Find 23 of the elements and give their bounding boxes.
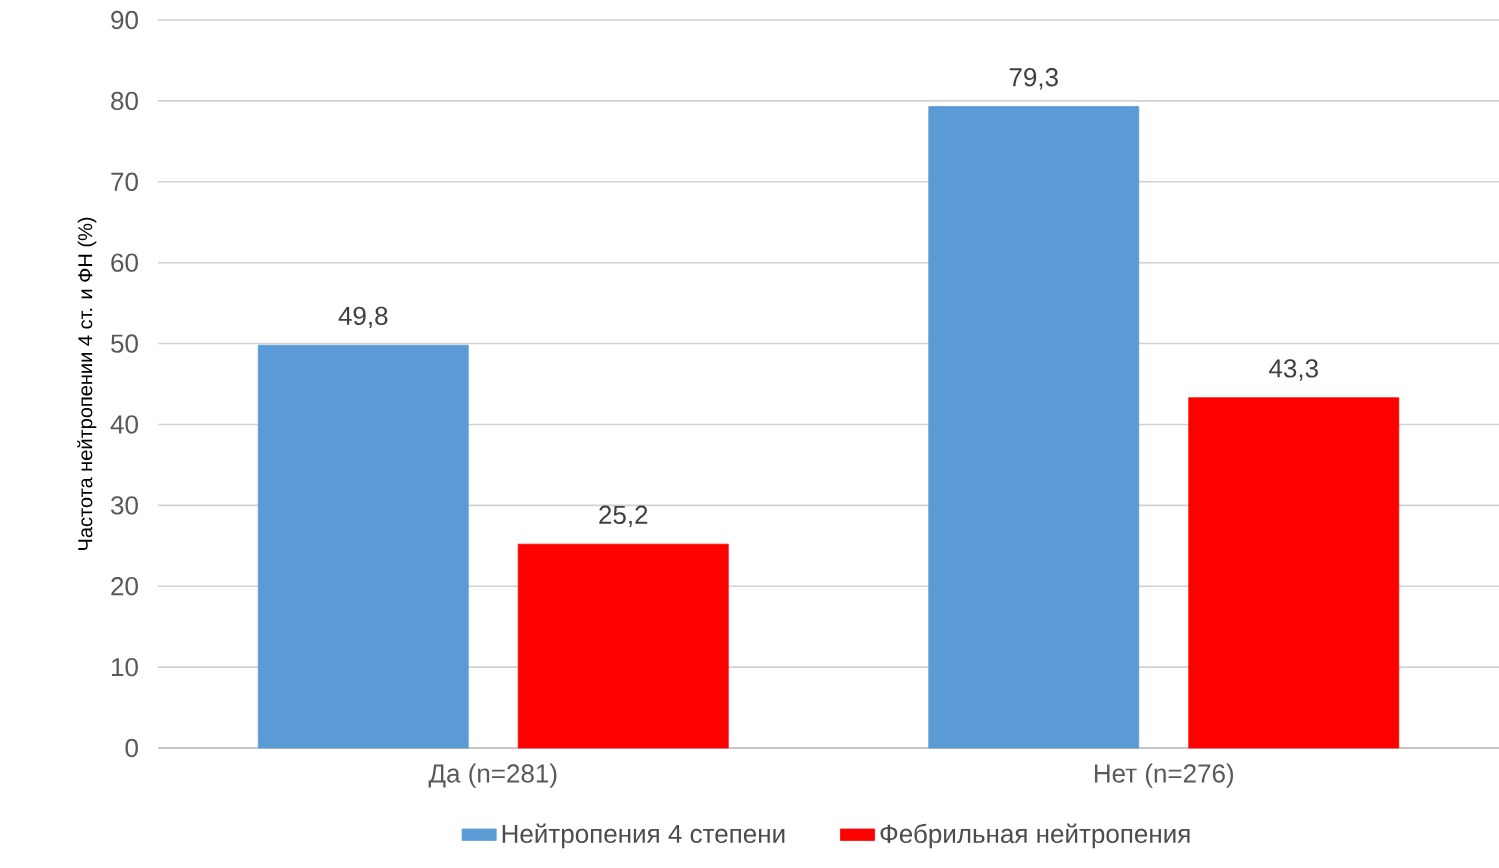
data-label: 49,8 xyxy=(338,306,388,329)
y-tick-label: 60 xyxy=(111,253,138,272)
y-axis-title: Частота нейтропении 4 ст. и ФН (%) xyxy=(77,217,97,550)
y-tick-label: 40 xyxy=(110,415,138,434)
bar xyxy=(928,106,1140,749)
y-tick-label: 50 xyxy=(111,334,138,353)
bar xyxy=(257,344,469,749)
y-tick-label: 0 xyxy=(125,738,138,758)
bar xyxy=(1188,397,1400,749)
y-tick-label: 70 xyxy=(111,172,138,191)
y-tick-label: 10 xyxy=(111,657,138,677)
bar xyxy=(517,543,729,749)
y-tick-label: 90 xyxy=(111,10,138,30)
x-tick-label: Нет (n=276) xyxy=(1094,763,1234,788)
y-tick-label: 20 xyxy=(111,577,138,596)
y-tick-label: 80 xyxy=(111,91,138,111)
legend-label: Нейтропения 4 степени xyxy=(502,823,785,849)
data-label: 79,3 xyxy=(1009,68,1058,90)
data-label: 43,3 xyxy=(1269,359,1318,381)
y-tick-label: 30 xyxy=(111,496,138,515)
data-label: 25,2 xyxy=(599,505,648,528)
legend-label: Фебрильная нейтропения xyxy=(880,823,1190,849)
x-tick-label: Да (n=281) xyxy=(428,763,557,788)
